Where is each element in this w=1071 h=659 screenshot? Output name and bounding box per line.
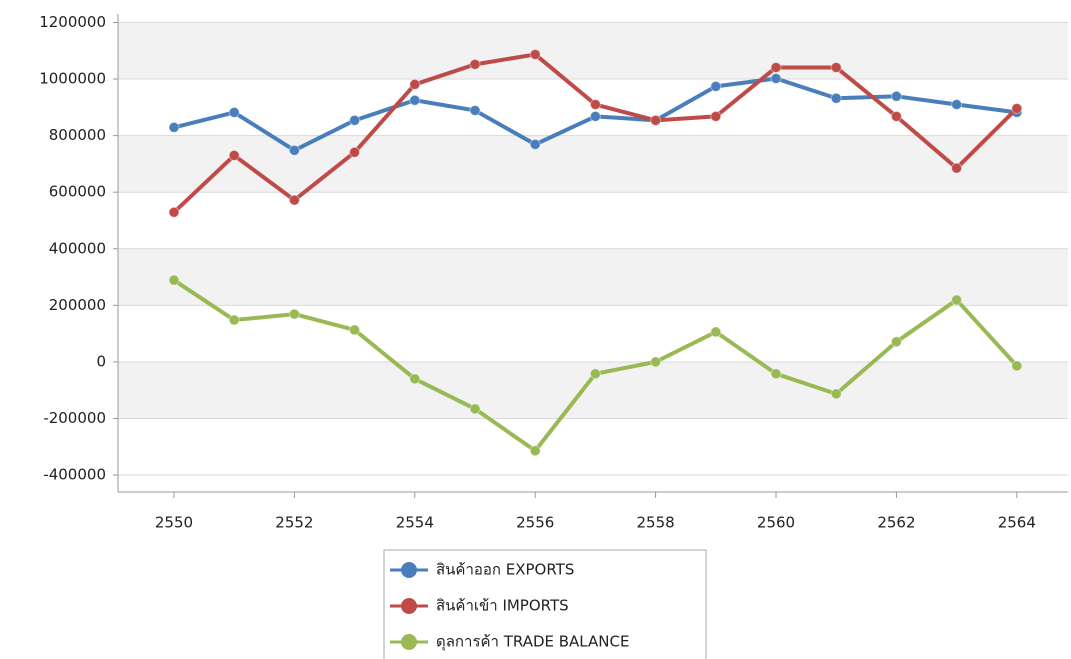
y-tick-label: 1200000 <box>39 13 106 31</box>
y-tick-label: 0 <box>96 352 106 370</box>
plot-bands <box>118 22 1068 419</box>
grid <box>113 14 1068 498</box>
data-point <box>830 61 842 73</box>
plot-band <box>118 22 1068 80</box>
legend: สินค้าออก EXPORTS สินค้าเข้า IMPORTS ดุลกา… <box>383 549 707 659</box>
data-point <box>1011 102 1023 114</box>
data-point <box>409 373 421 385</box>
data-point <box>1011 360 1023 372</box>
data-point <box>168 206 180 218</box>
data-point <box>589 99 601 111</box>
data-point <box>409 78 421 90</box>
y-tick-label: 600000 <box>49 183 106 201</box>
data-point <box>710 326 722 338</box>
data-point <box>951 294 963 306</box>
y-tick-label: 800000 <box>49 126 106 144</box>
x-tick-label: 2550 <box>155 514 193 532</box>
data-point <box>469 104 481 116</box>
data-point <box>710 80 722 92</box>
data-point <box>228 149 240 161</box>
x-tick-label: 2556 <box>516 514 554 532</box>
data-point <box>650 114 662 126</box>
tick-labels: -400000 -200000 0 200000 400000 600000 800000 1… <box>39 13 1036 532</box>
data-point <box>349 114 361 126</box>
data-point <box>288 194 300 206</box>
data-point <box>890 336 902 348</box>
data-point <box>168 121 180 133</box>
data-point <box>770 61 782 73</box>
data-point <box>469 403 481 415</box>
data-point <box>529 138 541 150</box>
y-tick-label: 200000 <box>49 296 106 314</box>
data-point <box>349 146 361 158</box>
data-point <box>890 90 902 102</box>
legend-box <box>383 549 707 659</box>
data-point <box>529 445 541 457</box>
data-point <box>288 308 300 320</box>
legend-label: สินค้าเข้า IMPORTS <box>436 597 569 615</box>
data-point <box>589 110 601 122</box>
data-point <box>710 110 722 122</box>
data-point <box>770 368 782 380</box>
legend-marker <box>401 562 417 578</box>
series-lines <box>168 48 1023 457</box>
x-tick-label: 2560 <box>757 514 795 532</box>
data-point <box>469 58 481 70</box>
legend-label: สินค้าออก EXPORTS <box>436 561 574 579</box>
data-point <box>168 274 180 286</box>
x-tick-label: 2558 <box>637 514 675 532</box>
data-point <box>349 324 361 336</box>
data-point <box>770 72 782 84</box>
data-point <box>890 110 902 122</box>
data-point <box>650 356 662 368</box>
data-point <box>830 388 842 400</box>
data-point <box>228 106 240 118</box>
plot-band <box>118 248 1068 306</box>
data-point <box>529 48 541 60</box>
y-tick-label: 400000 <box>49 239 106 257</box>
y-tick-label: -200000 <box>43 409 106 427</box>
legend-marker <box>401 634 417 650</box>
data-point <box>830 92 842 104</box>
plot-band <box>118 135 1068 193</box>
data-point <box>951 162 963 174</box>
x-tick-label: 2554 <box>396 514 434 532</box>
data-point <box>951 99 963 111</box>
legend-label: ดุลการค้า TRADE BALANCE <box>436 633 629 652</box>
x-tick-label: 2552 <box>275 514 313 532</box>
y-tick-label: -400000 <box>43 466 106 484</box>
x-tick-label: 2564 <box>998 514 1036 532</box>
data-point <box>228 314 240 326</box>
legend-marker <box>401 598 417 614</box>
data-point <box>589 368 601 380</box>
data-point <box>288 144 300 156</box>
data-point <box>409 94 421 106</box>
x-tick-label: 2562 <box>877 514 915 532</box>
y-tick-label: 1000000 <box>39 70 106 88</box>
